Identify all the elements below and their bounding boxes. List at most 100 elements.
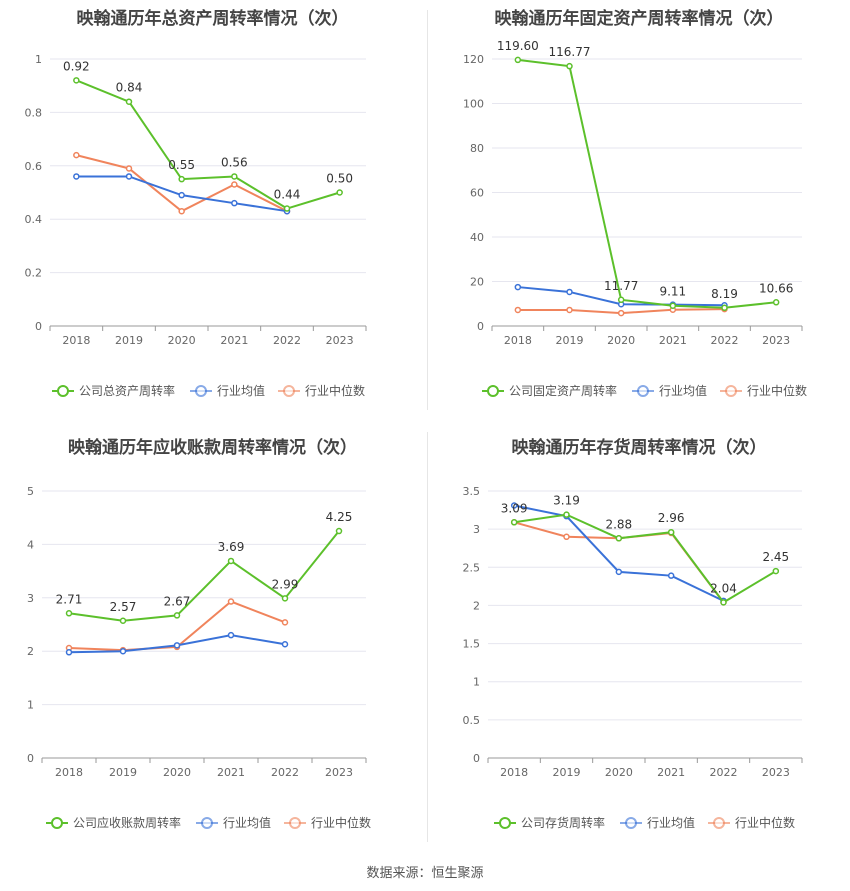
legend-marker-icon[interactable] bbox=[51, 817, 63, 829]
legend-label[interactable]: 行业中位数 bbox=[305, 383, 365, 398]
legend-marker-icon[interactable] bbox=[487, 385, 499, 397]
data-point[interactable] bbox=[615, 568, 623, 576]
x-tick-label: 2021 bbox=[657, 766, 685, 779]
fixed-asset-turnover-chart: 映翰通历年固定资产周转率情况（次） 0 20 40 60 80 100 120 2018 201… bbox=[428, 0, 850, 415]
data-point[interactable] bbox=[615, 535, 623, 542]
y-tick-label: 0.2 bbox=[25, 267, 43, 280]
legend-marker-icon[interactable] bbox=[713, 817, 725, 829]
data-point[interactable] bbox=[617, 309, 625, 317]
data-point[interactable] bbox=[514, 306, 522, 314]
data-point[interactable] bbox=[563, 511, 570, 518]
data-point[interactable] bbox=[173, 612, 181, 619]
data-point[interactable] bbox=[178, 175, 185, 183]
legend-label[interactable]: 公司固定资产周转率 bbox=[509, 383, 617, 398]
legend-label[interactable]: 公司应收账款周转率 bbox=[73, 815, 181, 830]
data-point[interactable] bbox=[65, 610, 73, 617]
y-tick-label: 1.5 bbox=[463, 638, 481, 651]
data-point[interactable] bbox=[667, 572, 675, 579]
data-point[interactable] bbox=[125, 98, 133, 105]
data-label: 3.09 bbox=[501, 501, 528, 515]
data-point[interactable] bbox=[721, 304, 728, 312]
data-point[interactable] bbox=[227, 598, 235, 605]
y-tick-label: 5 bbox=[27, 485, 34, 498]
data-label: 4.25 bbox=[326, 510, 353, 524]
legend-marker-icon[interactable] bbox=[201, 817, 213, 829]
x-tick-label: 2023 bbox=[325, 766, 353, 779]
legend-label[interactable]: 行业中位数 bbox=[311, 815, 371, 830]
data-point[interactable] bbox=[227, 557, 235, 565]
data-point[interactable] bbox=[283, 205, 291, 212]
data-point[interactable] bbox=[119, 647, 127, 655]
legend-marker-icon[interactable] bbox=[637, 385, 649, 397]
data-point[interactable] bbox=[772, 299, 780, 306]
data-point[interactable] bbox=[510, 519, 518, 526]
data-point[interactable] bbox=[720, 599, 727, 606]
x-tick-label: 2021 bbox=[659, 334, 687, 347]
legend-label[interactable]: 公司总资产周转率 bbox=[79, 383, 175, 398]
data-label: 0.56 bbox=[221, 155, 248, 169]
legend-marker-icon[interactable] bbox=[289, 817, 301, 829]
legend-label[interactable]: 行业中位数 bbox=[735, 815, 795, 830]
data-point[interactable] bbox=[617, 296, 625, 304]
data-point[interactable] bbox=[231, 173, 238, 180]
data-point[interactable] bbox=[510, 502, 518, 509]
y-tick-label: 120 bbox=[463, 53, 484, 66]
data-point[interactable] bbox=[514, 283, 522, 291]
data-point[interactable] bbox=[73, 151, 80, 159]
x-tick-label: 2022 bbox=[710, 766, 738, 779]
data-point[interactable] bbox=[566, 306, 573, 314]
data-label: 10.66 bbox=[759, 281, 793, 295]
data-label: 2.57 bbox=[110, 600, 137, 614]
panel-divider bbox=[427, 10, 428, 410]
series-line-median bbox=[513, 521, 725, 603]
data-point[interactable] bbox=[281, 619, 289, 626]
data-point[interactable] bbox=[514, 56, 522, 64]
data-point[interactable] bbox=[231, 199, 238, 207]
data-point[interactable] bbox=[336, 189, 343, 196]
legend-marker-icon[interactable] bbox=[283, 385, 295, 397]
x-tick-label: 2023 bbox=[762, 766, 790, 779]
data-point[interactable] bbox=[667, 528, 675, 536]
data-point[interactable] bbox=[125, 173, 133, 180]
data-point[interactable] bbox=[231, 181, 238, 188]
data-point[interactable] bbox=[566, 288, 573, 296]
data-point[interactable] bbox=[227, 631, 235, 639]
data-point[interactable] bbox=[281, 641, 289, 648]
data-point[interactable] bbox=[563, 533, 570, 541]
data-label: 3.19 bbox=[553, 494, 580, 508]
data-point[interactable] bbox=[65, 649, 73, 656]
legend-marker-icon[interactable] bbox=[499, 817, 511, 829]
chart-plot: 0 0.5 1 1.5 2 2.5 3 3.5 2018 2019 2020 2021 2022 2023… bbox=[463, 485, 803, 830]
data-point[interactable] bbox=[73, 77, 80, 84]
legend-marker-icon[interactable] bbox=[725, 385, 737, 397]
data-label: 116.77 bbox=[549, 45, 591, 59]
chart-plot: 0 0.2 0.4 0.6 0.8 1 2018 2019 2020 2021 2022 2023 0.… bbox=[25, 53, 367, 398]
data-point[interactable] bbox=[73, 173, 80, 180]
legend-label[interactable]: 行业均值 bbox=[223, 815, 271, 830]
legend-marker-icon[interactable] bbox=[195, 385, 207, 397]
legend-label[interactable]: 行业均值 bbox=[647, 815, 695, 830]
data-point[interactable] bbox=[772, 567, 780, 575]
legend-label[interactable]: 公司存货周转率 bbox=[521, 815, 605, 830]
x-tick-label: 2022 bbox=[273, 334, 301, 347]
data-label: 8.19 bbox=[711, 287, 738, 301]
data-point[interactable] bbox=[173, 642, 181, 649]
legend-label[interactable]: 行业中位数 bbox=[747, 383, 807, 398]
legend-marker-icon[interactable] bbox=[625, 817, 637, 829]
data-point[interactable] bbox=[281, 595, 289, 602]
data-point[interactable] bbox=[178, 191, 185, 199]
x-tick-label: 2018 bbox=[500, 766, 528, 779]
receivables-turnover-chart: 映翰通历年应收账款周转率情况（次） 0 1 2 3 4 5 2018 2019 2020 2021… bbox=[0, 425, 425, 850]
data-point[interactable] bbox=[125, 165, 133, 172]
data-point[interactable] bbox=[669, 302, 677, 309]
data-point[interactable] bbox=[335, 527, 343, 535]
x-tick-label: 2022 bbox=[711, 334, 739, 347]
legend-marker-icon[interactable] bbox=[57, 385, 69, 397]
data-point[interactable] bbox=[566, 62, 573, 70]
data-label: 9.11 bbox=[659, 285, 686, 299]
data-point[interactable] bbox=[178, 207, 185, 215]
legend-label[interactable]: 行业均值 bbox=[659, 383, 707, 398]
legend-label[interactable]: 行业均值 bbox=[217, 383, 265, 398]
data-point[interactable] bbox=[119, 617, 127, 625]
x-tick-label: 2021 bbox=[217, 766, 245, 779]
